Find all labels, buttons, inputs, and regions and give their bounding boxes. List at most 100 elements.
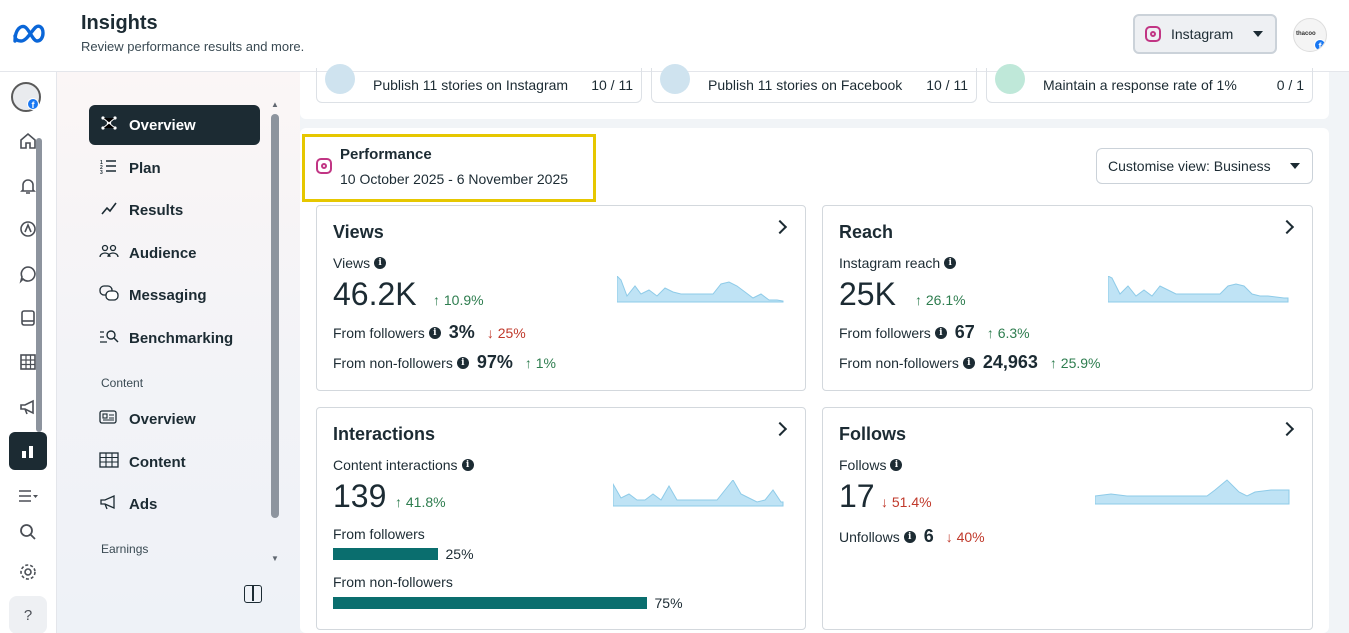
metric-sub-label: Follows (839, 457, 887, 473)
megaphone-icon[interactable] (9, 388, 47, 426)
caret-down-icon (1253, 31, 1263, 37)
home-icon[interactable] (9, 122, 47, 160)
goal-item[interactable]: Publish 11 stories on Instagram 10 / 11 (316, 64, 642, 103)
help-icon[interactable]: ? (9, 596, 47, 633)
info-icon[interactable]: i (903, 530, 916, 543)
non-followers-bar-percent: 75% (654, 595, 683, 611)
scroll-down-icon[interactable]: ▼ (271, 554, 279, 563)
reach-sparkline (1108, 276, 1289, 303)
nav-item-messaging[interactable]: Messaging (89, 275, 260, 315)
info-icon[interactable]: i (934, 326, 947, 339)
interactions-sparkline (613, 480, 784, 507)
meta-logo-icon[interactable] (11, 19, 47, 49)
info-icon[interactable]: i (428, 326, 441, 339)
metric-value: 139 (333, 478, 387, 514)
metric-sub-label: Instagram reach (839, 255, 941, 271)
chevron-right-icon[interactable] (772, 219, 788, 235)
goal-item[interactable]: Maintain a response rate of 1% 0 / 1 (986, 64, 1313, 103)
svg-text:2: 2 (100, 165, 103, 171)
goal-item[interactable]: Publish 11 stories on Facebook 10 / 11 (651, 64, 977, 103)
page-subtitle: Review performance results and more. (81, 39, 305, 54)
insights-icon[interactable] (9, 432, 47, 470)
info-icon[interactable]: i (944, 257, 957, 269)
bell-icon[interactable] (9, 167, 47, 205)
collapse-sidebar-icon[interactable] (244, 585, 262, 603)
views-card[interactable]: Views Views i 46.2K ↑ 10.9% From followe… (316, 205, 806, 391)
sidebar-scrollbar[interactable] (271, 114, 279, 518)
ad-center-icon[interactable] (9, 210, 47, 248)
platform-label: Instagram (1171, 26, 1234, 42)
scroll-up-icon[interactable]: ▲ (271, 100, 279, 109)
metric-sub-label: Views (333, 255, 371, 271)
left-rail: f ? (0, 72, 57, 633)
info-icon[interactable]: i (890, 459, 903, 471)
content-overview-icon (99, 408, 119, 430)
nav-item-results[interactable]: Results (89, 190, 260, 230)
metric-value: 46.2K (333, 276, 417, 312)
info-icon[interactable]: i (456, 356, 469, 369)
platform-selector[interactable]: Instagram (1133, 14, 1277, 54)
row-change: ↓ 40% (945, 528, 985, 545)
info-icon[interactable]: i (374, 257, 387, 269)
profile-avatar[interactable]: thacoo f (1293, 18, 1327, 52)
info-icon[interactable]: i (461, 459, 474, 471)
metric-title: Interactions (333, 424, 436, 444)
main-content: Publish 11 stories on Instagram 10 / 11 … (300, 64, 1349, 633)
nav-label: Audience (129, 244, 197, 262)
svg-text:1: 1 (100, 160, 103, 166)
followers-bar: 25% (333, 546, 751, 562)
metric-subtitle: Views i (333, 255, 387, 271)
gear-icon[interactable] (9, 553, 47, 591)
metric-subtitle: Follows i (839, 457, 903, 473)
chat-icon[interactable] (9, 255, 47, 293)
overview-icon (99, 114, 119, 136)
reach-card[interactable]: Reach Instagram reach i 25K ↑ 26.1% From… (822, 205, 1313, 391)
messaging-icon (99, 284, 119, 306)
nav-item-overview[interactable]: Overview (89, 105, 260, 145)
metric-change: ↑ 41.8% (395, 494, 446, 510)
results-icon (99, 199, 119, 221)
metric-row-followers: From followers i 3% ↓ 25% (333, 322, 526, 343)
page-avatar[interactable]: f (11, 82, 41, 112)
menu-icon[interactable] (9, 477, 47, 515)
nav-label: Ads (129, 495, 158, 513)
row-label: From followers (839, 324, 931, 341)
table-icon[interactable] (9, 343, 47, 381)
nav-item-ads[interactable]: Ads (89, 484, 260, 524)
nav-label: Content (129, 453, 186, 471)
content-table-icon (99, 451, 119, 473)
nav-label: Overview (129, 410, 196, 428)
goal-text: Maintain a response rate of 1% (1043, 77, 1237, 93)
interactions-card[interactable]: Interactions Content interactions i 139 … (316, 407, 806, 630)
row-label: Unfollows (839, 528, 900, 545)
chevron-right-icon[interactable] (1279, 421, 1295, 437)
follows-card[interactable]: Follows Follows i 17 ↓ 51.4% Unfollows i… (822, 407, 1313, 630)
rail-scrollbar[interactable] (36, 138, 42, 432)
nav-item-audience[interactable]: Audience (89, 233, 260, 273)
facebook-badge-icon: f (27, 98, 39, 110)
nav-item-benchmarking[interactable]: Benchmarking (89, 318, 260, 358)
search-icon[interactable] (9, 513, 47, 551)
goal-thumbnail (995, 64, 1025, 94)
pages-icon[interactable] (9, 299, 47, 337)
followers-bar-fill (333, 548, 438, 560)
nav-item-content[interactable]: Content (89, 442, 260, 482)
customise-view-dropdown[interactable]: Customise view: Business (1096, 148, 1313, 184)
metric-row-non-followers: From non-followers i 24,963 ↑ 25.9% (839, 352, 1100, 373)
nav-item-content-overview[interactable]: Overview (89, 399, 260, 439)
bar-label-followers: From followers (333, 526, 425, 542)
audience-icon (99, 242, 119, 264)
metric-value: 17 (839, 478, 875, 514)
goal-count: 10 / 11 (926, 77, 968, 93)
chevron-right-icon[interactable] (772, 421, 788, 437)
metric-row-followers: From followers i 67 ↑ 6.3% (839, 322, 1030, 343)
nav-label: Benchmarking (129, 329, 234, 347)
row-change: ↑ 1% (524, 354, 556, 371)
info-icon[interactable]: i (962, 356, 975, 369)
metric-title: Follows (839, 424, 906, 444)
chevron-right-icon[interactable] (1279, 219, 1295, 235)
performance-title: Performance (340, 146, 432, 163)
